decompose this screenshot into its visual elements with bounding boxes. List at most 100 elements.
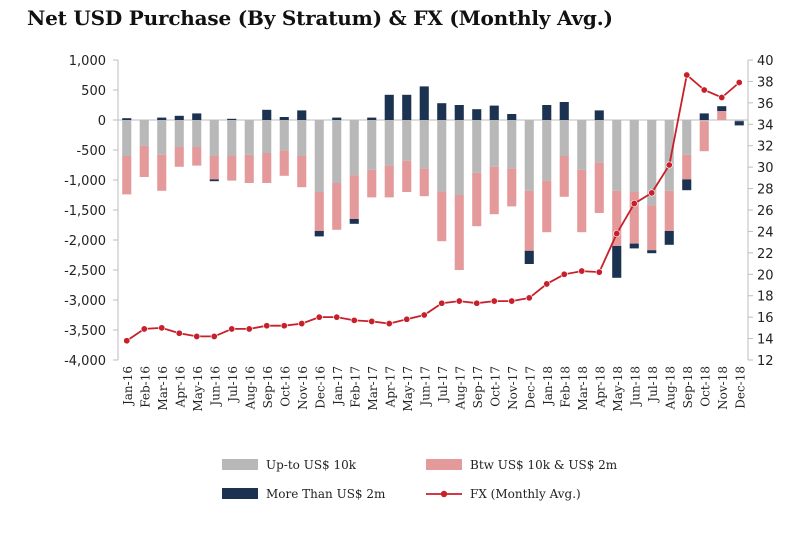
bar-segment-upto-10k [577, 120, 587, 170]
bar-segment-over-2m [542, 105, 552, 120]
chart-title: Net USD Purchase (By Stratum) & FX (Mont… [27, 6, 613, 30]
bar-segment-upto-10k [594, 120, 604, 163]
fx-point [140, 325, 148, 333]
x-tick-label: Sep-16 [261, 366, 275, 408]
bar-segment-btw-10k-2m [594, 162, 604, 213]
right-tick-label: 28 [757, 183, 774, 198]
fx-point [543, 280, 551, 288]
bar-segment-upto-10k [314, 120, 324, 192]
x-tick-label: Feb-17 [348, 366, 362, 408]
bar-segment-btw-10k-2m [577, 169, 587, 233]
bar-segment-upto-10k [664, 120, 674, 191]
fx-point [298, 320, 306, 328]
bar-segment-btw-10k-2m [367, 169, 377, 198]
fx-point [175, 329, 183, 337]
bar-segment-over-2m [682, 179, 692, 191]
bar-segment-upto-10k [157, 120, 167, 155]
x-tick-label: Apr-17 [383, 366, 397, 408]
bar-segment-over-2m [227, 118, 237, 120]
bar-segment-btw-10k-2m [682, 154, 692, 180]
fx-point [245, 325, 253, 333]
x-tick-label: Nov-17 [506, 366, 520, 410]
right-tick-label: 38 [757, 75, 774, 90]
bar-segment-btw-10k-2m [174, 147, 184, 167]
bar-segment-btw-10k-2m [209, 156, 219, 180]
bar-segment-upto-10k [524, 120, 534, 191]
bar-segment-upto-10k [174, 120, 184, 147]
fx-point [315, 313, 323, 321]
x-tick-label: Jun-18 [628, 366, 642, 408]
x-tick-label: Dec-17 [523, 366, 537, 409]
bar-segment-btw-10k-2m [384, 165, 394, 198]
x-tick-label: Jun-16 [208, 366, 222, 408]
legend-label: Btw US$ 10k & US$ 2m [470, 458, 618, 472]
bar-segment-btw-10k-2m [244, 154, 254, 183]
x-tick-label: Jan-18 [541, 366, 555, 407]
left-tick-label: 1,000 [69, 54, 106, 69]
fx-point [333, 313, 341, 321]
right-tick-label: 30 [757, 161, 774, 176]
bar-segment-btw-10k-2m [314, 192, 324, 231]
fx-point [718, 94, 726, 102]
bar-segment-btw-10k-2m [559, 156, 569, 197]
right-tick-label: 32 [757, 140, 774, 155]
bar-segment-btw-10k-2m [419, 168, 429, 197]
bar-segment-btw-10k-2m [524, 190, 534, 251]
bar-segment-over-2m [612, 246, 622, 278]
bar-segment-over-2m [157, 117, 167, 120]
bar-segment-upto-10k [507, 120, 517, 169]
right-tick-label: 18 [757, 290, 774, 305]
bar-segment-over-2m [647, 250, 657, 254]
bar-segment-upto-10k [244, 120, 254, 155]
bar-segment-btw-10k-2m [542, 180, 552, 233]
fx-point [193, 332, 201, 340]
x-tick-label: Jul-18 [646, 366, 660, 404]
legend-marker [440, 490, 448, 498]
fx-point [385, 320, 393, 328]
bar-segment-over-2m [279, 117, 289, 120]
left-tick-label: -500 [76, 144, 106, 159]
bar-segment-over-2m [664, 231, 674, 245]
left-tick-label: -1,500 [64, 204, 106, 219]
bar-segment-over-2m [174, 115, 184, 120]
bar-segment-btw-10k-2m [297, 156, 307, 188]
fx-point [228, 325, 236, 333]
bar-segment-btw-10k-2m [717, 111, 727, 120]
bar-segment-btw-10k-2m [699, 121, 709, 152]
bar-segment-over-2m [402, 94, 412, 120]
bar-segment-btw-10k-2m [332, 183, 342, 230]
bar-segment-upto-10k [227, 120, 237, 156]
bar-segment-over-2m [524, 250, 534, 264]
bar-segment-over-2m [192, 113, 202, 120]
bar-segment-over-2m [629, 243, 639, 249]
bar-segment-upto-10k [454, 120, 464, 195]
bar-segment-btw-10k-2m [489, 166, 499, 215]
right-tick-label: 22 [757, 247, 774, 262]
x-tick-label: Dec-16 [313, 366, 327, 409]
bar-segment-upto-10k [367, 120, 377, 170]
bar-segment-btw-10k-2m [139, 145, 149, 177]
x-tick-label: Oct-18 [698, 366, 712, 407]
x-tick-label: Sep-17 [471, 366, 485, 408]
bar-segment-upto-10k [332, 120, 342, 183]
bar-segment-over-2m [332, 117, 342, 120]
x-tick-label: Jun-17 [418, 366, 432, 408]
x-tick-label: Sep-18 [681, 366, 695, 408]
bar-segment-over-2m [209, 179, 219, 182]
bar-segment-over-2m [297, 110, 307, 120]
fx-point [683, 71, 691, 79]
x-tick-label: Oct-17 [488, 366, 502, 407]
x-tick-label: Nov-18 [716, 366, 730, 410]
legend-label: More Than US$ 2m [266, 487, 386, 501]
bar-segment-upto-10k [209, 120, 219, 156]
bar-segment-upto-10k [699, 120, 709, 122]
bar-segment-over-2m [262, 109, 272, 120]
bar-segment-upto-10k [629, 120, 639, 192]
right-tick-label: 20 [757, 268, 774, 283]
bar-segment-over-2m [489, 105, 499, 120]
bar-segment-upto-10k [297, 120, 307, 156]
bar-segment-upto-10k [647, 120, 657, 206]
bar-segment-upto-10k [559, 120, 569, 156]
left-tick-label: 0 [98, 114, 106, 129]
